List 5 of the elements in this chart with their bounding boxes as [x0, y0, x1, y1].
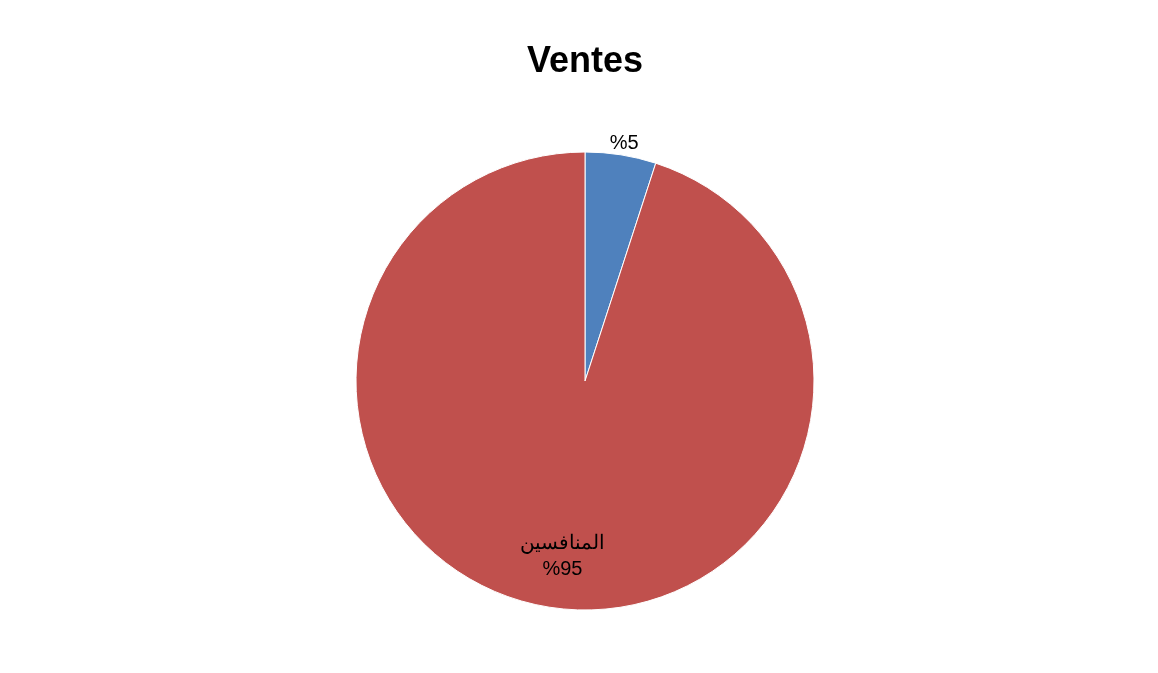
data-label: %95 [542, 556, 583, 579]
slice-label: المنافسين [519, 530, 605, 554]
chart-title: Ventes [526, 39, 644, 80]
pie-slice [355, 151, 815, 611]
data-label: %5 [609, 131, 639, 154]
